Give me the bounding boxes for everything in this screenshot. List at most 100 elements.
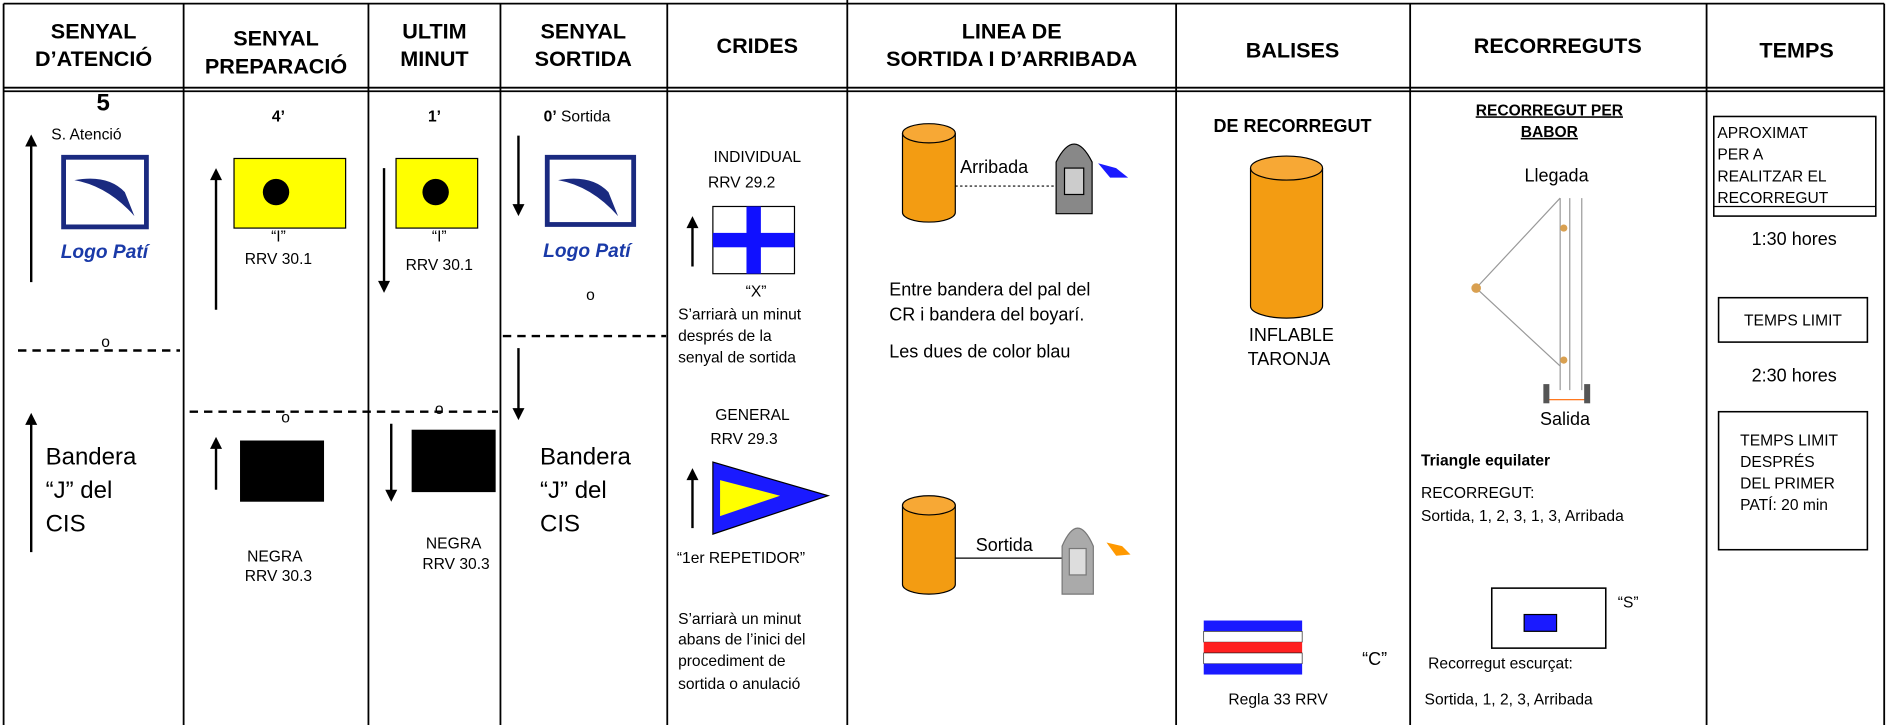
shape — [1203, 663, 1303, 675]
drawing — [1098, 163, 1129, 178]
label: PATÍ: 20 min — [1740, 495, 1828, 514]
column-header: D’ATENCIÓ — [35, 46, 152, 71]
column-header: RECORREGUTS — [1474, 33, 1642, 58]
shape — [1063, 167, 1085, 196]
shape — [1490, 587, 1607, 649]
shape — [1717, 296, 1869, 343]
label: “I” — [432, 228, 447, 245]
shape — [901, 495, 956, 516]
drawing — [512, 408, 525, 421]
drawing — [25, 412, 38, 425]
label: 0’ Sortida — [544, 108, 611, 125]
label: “S” — [1618, 594, 1639, 611]
label: RRV 30.1 — [406, 257, 473, 274]
drawing — [378, 280, 391, 293]
label: 2:30 hores — [1752, 366, 1837, 386]
label: abans de l’inici del — [678, 632, 805, 649]
shape — [411, 429, 496, 493]
drawing — [558, 178, 619, 217]
label: Triangle equilater — [1421, 453, 1550, 470]
drawing — [1475, 197, 1561, 367]
label: S’arriarà un minut — [678, 306, 802, 323]
shape — [1203, 642, 1303, 653]
label: 1:30 hores — [1752, 229, 1837, 249]
label: NEGRA — [426, 536, 482, 553]
label: RRV 29.3 — [710, 431, 777, 448]
label: S. Atenció — [51, 126, 122, 143]
column-header: SORTIDA I D’ARRIBADA — [886, 46, 1138, 71]
label: 4’ — [272, 108, 285, 125]
column-header: PREPARACIÓ — [205, 53, 347, 78]
drawing — [210, 436, 223, 449]
label: CIS — [46, 511, 86, 538]
shape — [262, 178, 290, 206]
label: “X” — [746, 283, 767, 300]
drawing — [1249, 168, 1324, 319]
label: 5 — [97, 89, 110, 116]
drawing — [25, 134, 38, 147]
drawing — [210, 168, 223, 181]
label: DE RECORREGUT — [1214, 116, 1372, 136]
label: INFLABLE — [1249, 325, 1334, 345]
label: Sortida — [976, 535, 1034, 555]
label: Llegada — [1525, 165, 1590, 185]
label: RRV 30.3 — [422, 556, 489, 573]
label: sortida o anulació — [678, 676, 801, 693]
label: Bandera — [540, 444, 631, 471]
label: REALITZAR EL — [1717, 168, 1827, 185]
label: “J” del — [540, 477, 607, 504]
column-header: TEMPS — [1759, 38, 1833, 63]
column-header: CRIDES — [716, 33, 798, 58]
shape — [1584, 384, 1591, 404]
shape — [712, 232, 795, 248]
shape — [1560, 356, 1568, 364]
label: o — [281, 410, 290, 427]
column-header: SENYAL — [540, 18, 626, 43]
label: o — [101, 334, 110, 351]
label: CIS — [540, 511, 580, 538]
shape — [1203, 631, 1303, 643]
label: senyal de sortida — [678, 350, 796, 367]
shape — [1713, 115, 1877, 217]
label: Recorregut escurçat: — [1428, 656, 1573, 673]
shape — [1203, 620, 1303, 632]
column-header: BALISES — [1246, 38, 1340, 63]
label: TEMPS LIMIT — [1740, 432, 1838, 449]
drawing — [385, 489, 398, 502]
drawing — [686, 216, 699, 229]
column-header: MINUT — [400, 46, 468, 71]
shape — [1471, 283, 1481, 293]
shape — [233, 157, 347, 229]
drawing — [1106, 542, 1131, 556]
shape — [1249, 155, 1324, 181]
label: Logo Patí — [61, 242, 151, 263]
shape — [1717, 410, 1869, 551]
label: RRV 30.3 — [245, 568, 312, 585]
column-header: SORTIDA — [535, 46, 633, 71]
drawing — [901, 505, 956, 595]
label: 0’ — [544, 108, 557, 125]
label: DESPRÉS — [1740, 452, 1815, 471]
label: CR i bandera del boyarí. — [889, 304, 1084, 324]
label: Logo Patí — [543, 241, 633, 262]
label: S’arriarà un minut — [678, 611, 802, 628]
label: RECORREGUT — [1717, 190, 1828, 207]
drawing — [686, 468, 699, 481]
label: APROXIMAT — [1717, 125, 1808, 142]
label: Bandera — [46, 444, 137, 471]
shape — [901, 123, 956, 144]
label: Regla 33 RRV — [1228, 692, 1328, 709]
label: PER A — [1717, 147, 1764, 164]
label: “1er REPETIDOR” — [677, 550, 805, 567]
label: GENERAL — [715, 407, 790, 424]
shape — [1560, 224, 1568, 232]
label: RECORREGUT PER — [1476, 102, 1623, 119]
label: o — [586, 287, 595, 304]
label: Sortida, 1, 2, 3, Arribada — [1425, 692, 1593, 709]
label: o — [435, 401, 444, 418]
label: INDIVIDUAL — [714, 149, 802, 166]
column-header: SENYAL — [233, 26, 319, 51]
label: NEGRA — [247, 549, 303, 566]
label: procediment de — [678, 653, 786, 670]
